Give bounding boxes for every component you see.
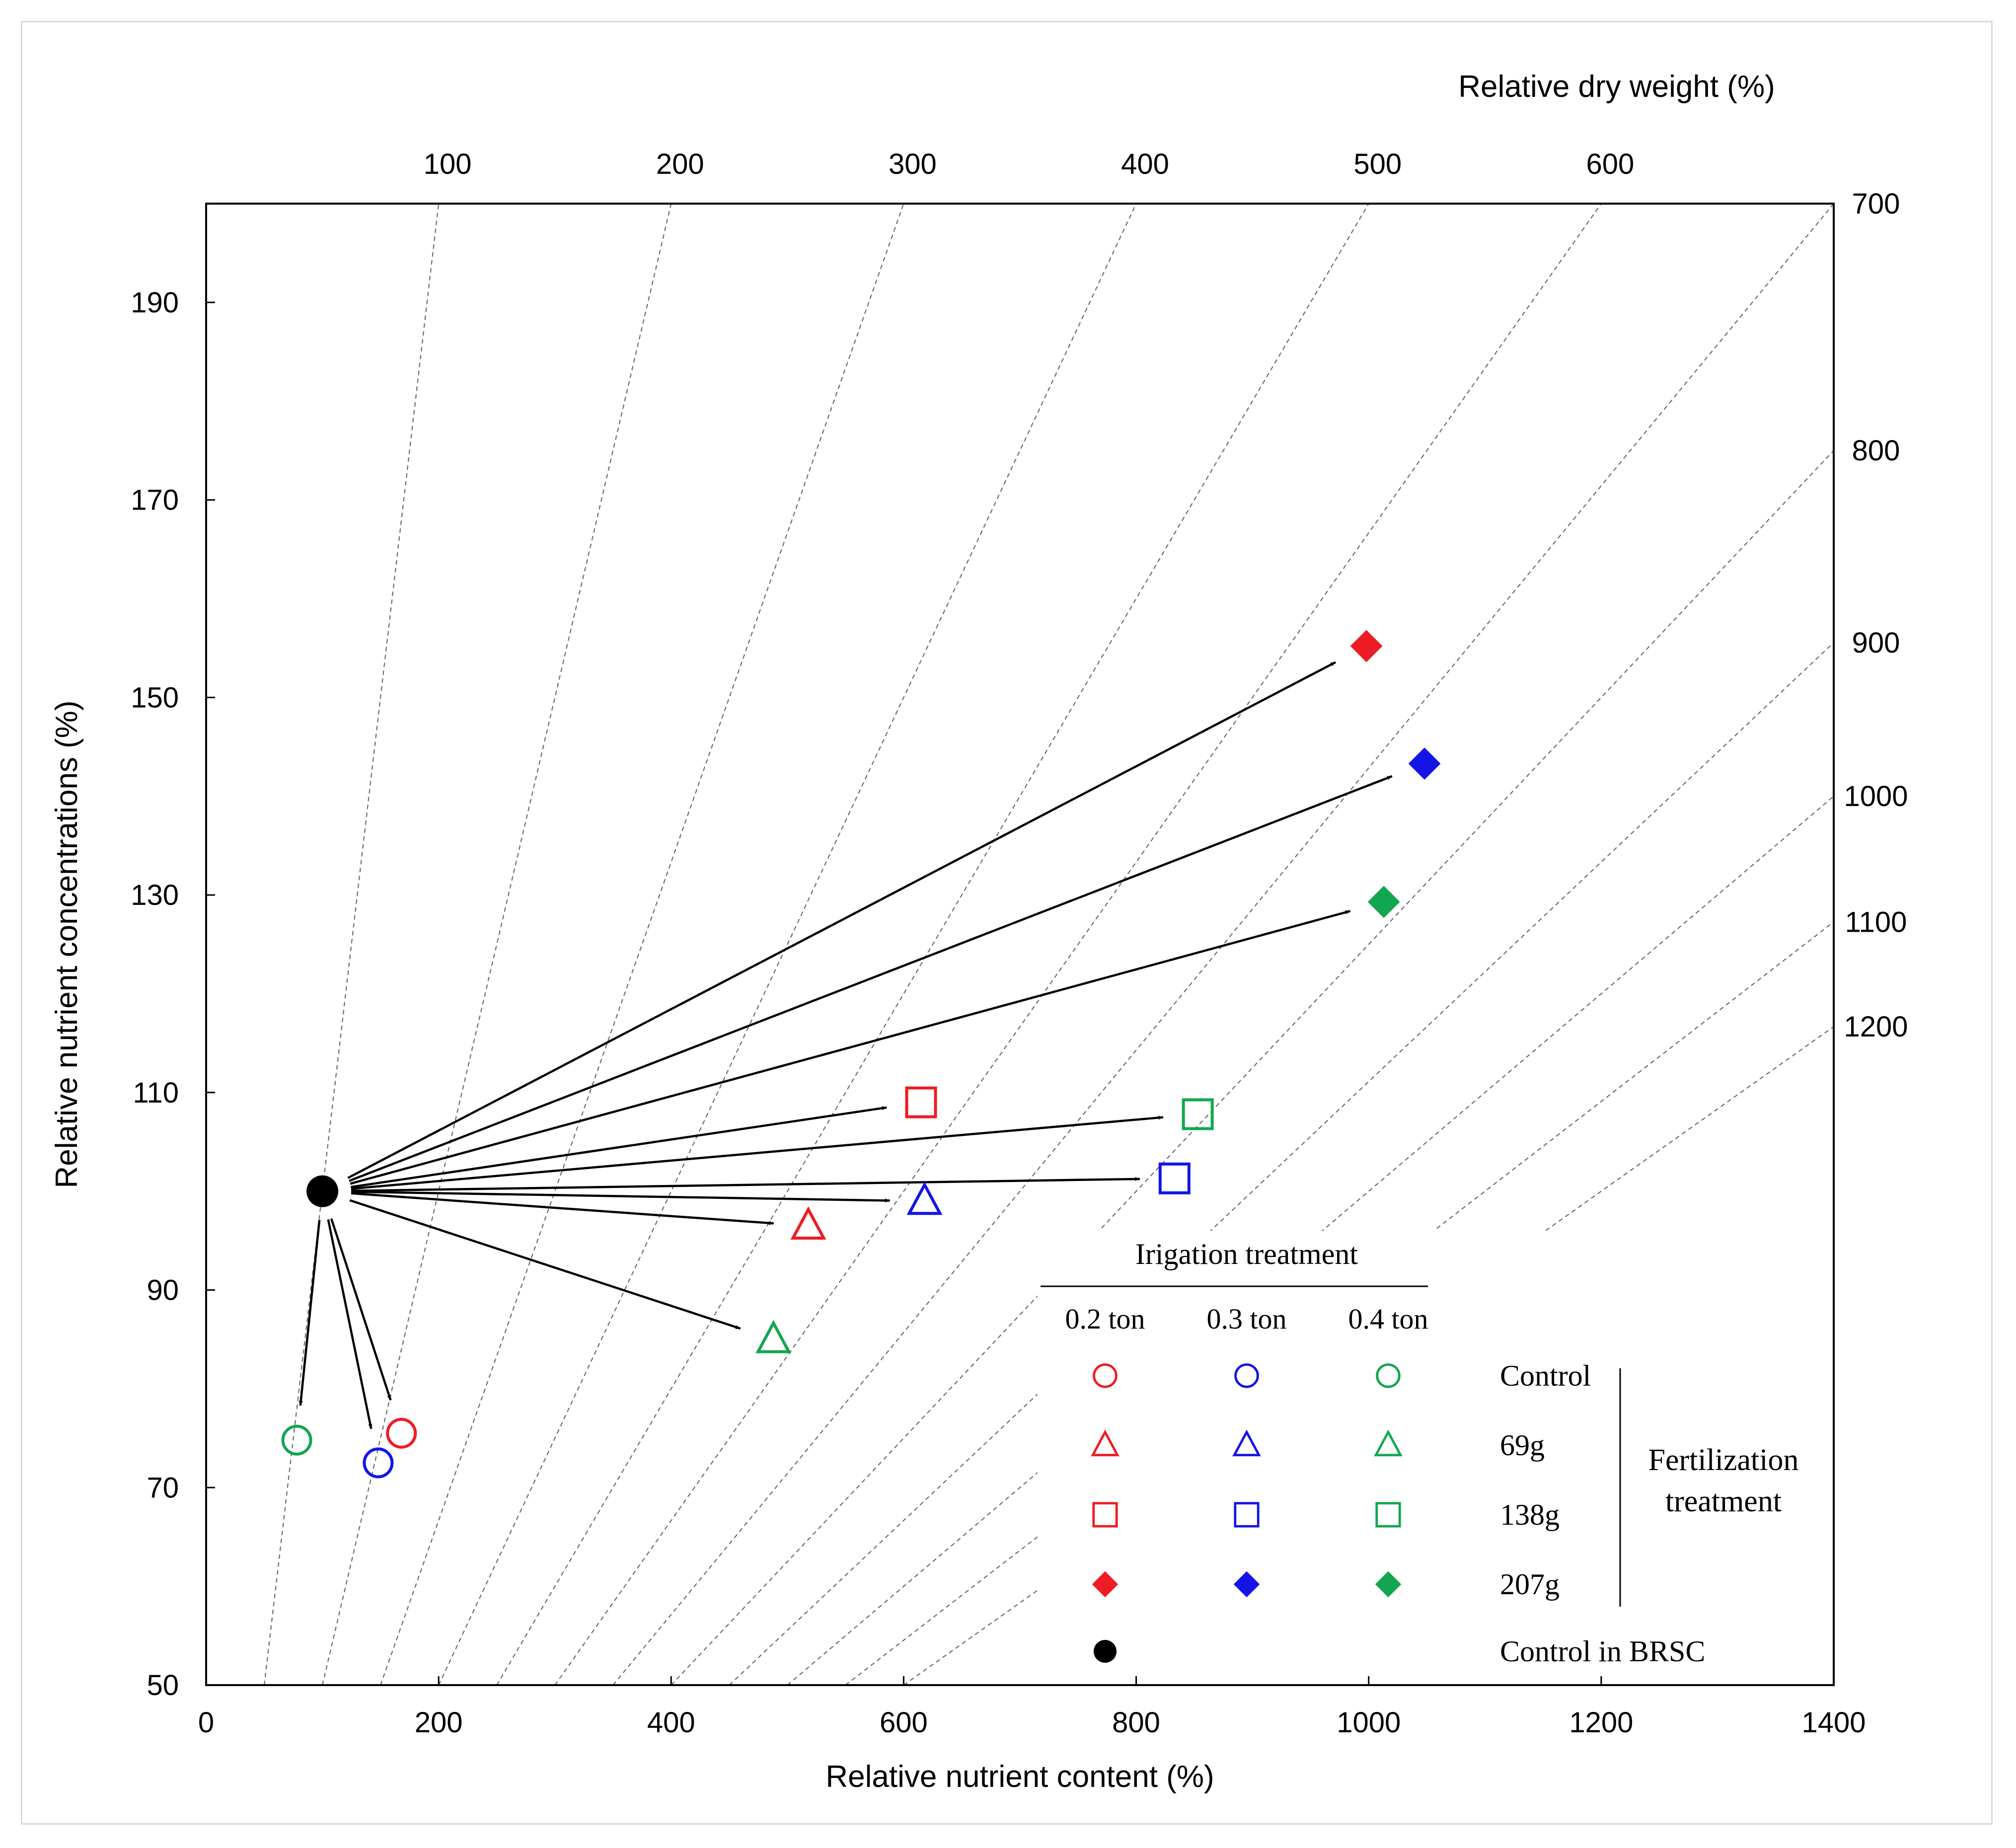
dry-weight-line-1200 bbox=[903, 1026, 1834, 1686]
dry-weight-line-900 bbox=[729, 642, 1834, 1686]
legend-irrigation-level: 0.2 ton bbox=[1065, 1303, 1145, 1335]
figure-frame bbox=[21, 21, 1993, 1825]
y-tick-label: 50 bbox=[147, 1669, 179, 1701]
legend-reference-label: Control in BRSC bbox=[1500, 1635, 1705, 1668]
data-point-0.4-ton-Control bbox=[281, 1424, 312, 1456]
dry-weight-line-200 bbox=[322, 203, 672, 1686]
legend-fertilization-level: 207g bbox=[1500, 1568, 1560, 1601]
y-tick-label: 90 bbox=[147, 1274, 179, 1307]
arrow-0.2 ton-69g bbox=[351, 1192, 774, 1225]
y-tick-label: 130 bbox=[131, 879, 179, 911]
arrow-0.3 ton-Control bbox=[327, 1219, 373, 1429]
dry-weight-label-100: 100 bbox=[424, 148, 472, 180]
legend-marker bbox=[1092, 1502, 1118, 1528]
x-tick-label: 1200 bbox=[1569, 1706, 1633, 1739]
data-point-0.2-ton-207g bbox=[1350, 630, 1383, 663]
legend-irrigation-level: 0.3 ton bbox=[1206, 1303, 1286, 1335]
data-point-0.2-ton-138g bbox=[905, 1086, 937, 1118]
plot-area-frame bbox=[205, 203, 1835, 1686]
arrow-0.4 ton-138g bbox=[351, 1115, 1164, 1190]
x-tick-label: 1400 bbox=[1801, 1706, 1866, 1739]
y-tick-label: 190 bbox=[131, 287, 179, 319]
legend-marker bbox=[1092, 1571, 1119, 1598]
arrow-0.2 ton-138g bbox=[351, 1106, 887, 1188]
legend-fertilization-level: 69g bbox=[1500, 1429, 1545, 1462]
legend-marker bbox=[1232, 1429, 1261, 1457]
legend-fertilization-level: Control bbox=[1500, 1359, 1591, 1392]
dry-weight-line-600 bbox=[554, 203, 1602, 1686]
legend-marker bbox=[1234, 1502, 1260, 1528]
data-point-0.2-ton-Control bbox=[386, 1417, 417, 1449]
legend-background bbox=[1037, 1231, 1831, 1682]
dry-weight-label-600: 600 bbox=[1586, 148, 1634, 180]
dry-weight-label-1200: 1200 bbox=[1844, 1011, 1908, 1043]
legend-marker bbox=[1091, 1429, 1120, 1457]
legend-marker bbox=[1233, 1571, 1260, 1598]
dry-weight-line-100 bbox=[263, 203, 440, 1686]
legend-fertilization-level: 138g bbox=[1500, 1498, 1560, 1531]
dry-weight-label-200: 200 bbox=[656, 148, 704, 180]
dry-weight-line-300 bbox=[380, 203, 904, 1686]
dry-weight-line-700 bbox=[612, 203, 1834, 1686]
arrow-0.4 ton-Control bbox=[299, 1220, 321, 1406]
data-point-0.3-ton-207g bbox=[1408, 747, 1441, 780]
legend-marker bbox=[1376, 1363, 1401, 1388]
legend-irrigation-level: 0.4 ton bbox=[1348, 1303, 1428, 1335]
dry-weight-line-400 bbox=[438, 203, 1137, 1686]
dry-weight-label-300: 300 bbox=[889, 148, 937, 180]
legend-marker bbox=[1234, 1363, 1259, 1388]
dry-weight-label-900: 900 bbox=[1852, 627, 1900, 659]
arrow-0.2 ton-207g bbox=[347, 661, 1337, 1179]
data-point-0.4-ton-138g bbox=[1182, 1098, 1214, 1130]
data-point-0.3-ton-138g bbox=[1158, 1162, 1191, 1194]
reference-point-control-in-brsc bbox=[306, 1175, 339, 1207]
dry-weight-label-500: 500 bbox=[1353, 148, 1402, 180]
dry-weight-label-700: 700 bbox=[1852, 188, 1900, 220]
arrow-0.2 ton-Control bbox=[330, 1218, 392, 1401]
x-tick-label: 1000 bbox=[1337, 1706, 1401, 1739]
y-tick-label: 70 bbox=[147, 1472, 179, 1504]
dry-weight-label-400: 400 bbox=[1121, 148, 1169, 180]
arrow-0.3 ton-207g bbox=[349, 775, 1393, 1182]
y-axis-title: Relative nutrient concentrations (%) bbox=[50, 700, 84, 1188]
x-tick-label: 800 bbox=[1112, 1706, 1160, 1739]
top-axis-title: Relative dry weight (%) bbox=[1458, 70, 1775, 104]
arrow-0.4 ton-207g bbox=[350, 910, 1351, 1185]
legend-marker bbox=[1374, 1429, 1403, 1457]
dry-weight-line-500 bbox=[496, 203, 1369, 1686]
data-point-0.3-ton-Control bbox=[363, 1447, 394, 1478]
x-tick-label: 200 bbox=[415, 1706, 463, 1739]
x-tick-label: 0 bbox=[198, 1706, 214, 1739]
y-tick-label: 170 bbox=[131, 484, 179, 517]
legend-fertilization-title-1: Fertilization bbox=[1648, 1443, 1798, 1477]
legend-irrigation-title: Irigation treatment bbox=[1135, 1238, 1358, 1270]
x-axis-title: Relative nutrient content (%) bbox=[825, 1760, 1214, 1794]
dry-weight-label-1100: 1100 bbox=[1845, 906, 1907, 938]
arrow-0.3 ton-138g bbox=[351, 1177, 1140, 1192]
legend-marker bbox=[1375, 1502, 1401, 1528]
dry-weight-label-800: 800 bbox=[1852, 435, 1900, 467]
y-tick-label: 150 bbox=[131, 681, 179, 714]
arrow-0.4 ton-69g bbox=[349, 1199, 741, 1330]
legend-reference-marker bbox=[1093, 1639, 1117, 1663]
legend-fertilization-title-2: treatment bbox=[1665, 1484, 1782, 1518]
dry-weight-label-1000: 1000 bbox=[1844, 780, 1908, 813]
y-tick-label: 110 bbox=[133, 1077, 179, 1109]
data-point-0.4-ton-69g bbox=[755, 1320, 792, 1353]
legend-marker bbox=[1093, 1363, 1118, 1388]
arrow-0.3 ton-69g bbox=[351, 1190, 891, 1203]
x-tick-label: 400 bbox=[647, 1706, 695, 1739]
x-tick-label: 600 bbox=[880, 1706, 928, 1739]
data-point-0.2-ton-69g bbox=[790, 1206, 826, 1240]
legend-marker bbox=[1375, 1571, 1402, 1598]
data-point-0.3-ton-69g bbox=[906, 1182, 943, 1215]
data-point-0.4-ton-207g bbox=[1367, 886, 1400, 918]
